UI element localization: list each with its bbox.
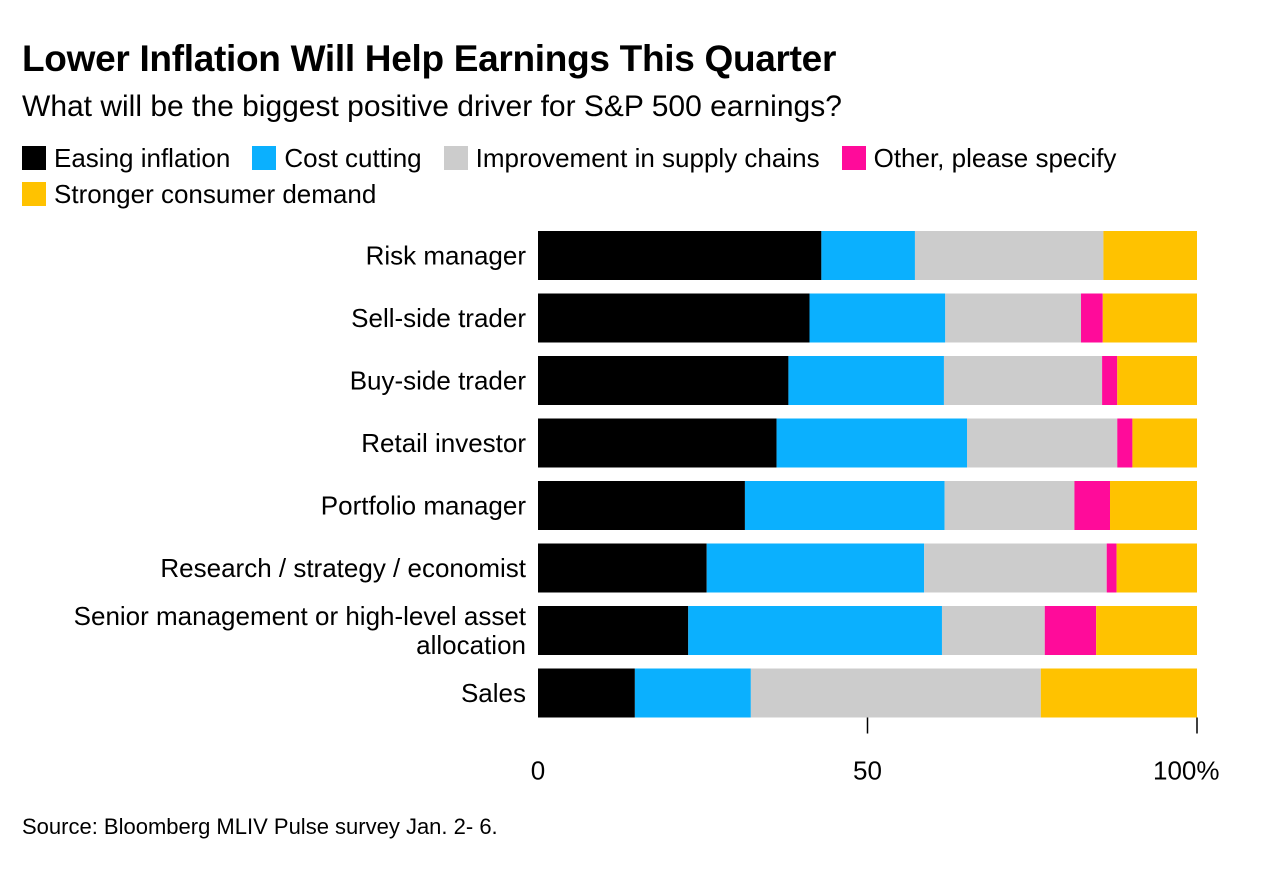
category-label: Risk manager	[366, 241, 527, 271]
bar-segment-cost-cutting-portfolio-manager	[744, 481, 945, 530]
bar-segment-stronger-consumer-demand-portfolio-manager	[1110, 481, 1197, 530]
bar-segment-stronger-consumer-demand-research-strategy-economist	[1116, 543, 1197, 593]
bar-segment-easing-inflation-sales	[538, 668, 635, 718]
legend-label: Stronger consumer demand	[54, 178, 377, 209]
category-label: Research / strategy / economist	[160, 553, 526, 583]
category-label: Buy-side trader	[350, 366, 527, 396]
legend-swatch	[22, 182, 46, 206]
legend-label: Improvement in supply chains	[475, 142, 820, 173]
bar-segment-other-please-specify-retail-investor	[1117, 418, 1133, 468]
category-label: Sell-side trader	[351, 303, 526, 333]
bar-segment-stronger-consumer-demand-buy-side-trader	[1117, 356, 1197, 405]
bar-segment-cost-cutting-senior-management-or-high-level-asset-allocation	[688, 606, 942, 655]
bar-segment-cost-cutting-buy-side-trader	[788, 356, 944, 405]
bar-segment-improvement-in-supply-chains-retail-investor	[967, 418, 1118, 468]
bar-segment-other-please-specify-senior-management-or-high-level-asset-allocation	[1044, 606, 1097, 655]
bar-segment-improvement-in-supply-chains-risk-manager	[914, 231, 1104, 280]
bar-segment-improvement-in-supply-chains-buy-side-trader	[943, 356, 1103, 405]
legend-swatch	[252, 146, 277, 170]
bar-segment-stronger-consumer-demand-retail-investor	[1132, 418, 1197, 468]
category-label: Portfolio manager	[321, 491, 527, 521]
bar-segment-cost-cutting-sell-side-trader	[809, 293, 946, 343]
legend-item-other: Other, please specify	[841, 142, 1117, 173]
bar-segment-cost-cutting-retail-investor	[776, 418, 968, 468]
bar-segment-improvement-in-supply-chains-research-strategy-economist	[924, 543, 1107, 593]
x-tick-label: 0	[531, 756, 545, 786]
legend-swatch	[443, 146, 468, 170]
category-label: Sales	[461, 678, 526, 708]
bar-segment-other-please-specify-sell-side-trader	[1081, 293, 1103, 343]
legend-item-cost-cutting: Cost cutting	[252, 142, 422, 173]
bar-segment-other-please-specify-research-strategy-economist	[1106, 543, 1117, 593]
bar-segment-other-please-specify-buy-side-trader	[1102, 356, 1118, 405]
chart-subtitle: What will be the biggest positive driver…	[22, 90, 842, 123]
bar-segment-improvement-in-supply-chains-sales	[750, 668, 1041, 718]
x-tick-label: 100%	[1153, 756, 1220, 786]
bar-segment-easing-inflation-research-strategy-economist	[538, 543, 707, 593]
x-tick-label: 50	[853, 756, 882, 786]
legend-swatch	[22, 146, 46, 170]
bar-segment-stronger-consumer-demand-senior-management-or-high-level-asset-allocation	[1096, 606, 1197, 655]
bar-segment-easing-inflation-portfolio-manager	[538, 481, 745, 530]
bar-segment-easing-inflation-sell-side-trader	[538, 293, 810, 343]
bar-segment-easing-inflation-senior-management-or-high-level-asset-allocation	[538, 606, 689, 655]
legend-item-easing-inflation: Easing inflation	[22, 142, 231, 173]
bar-segment-easing-inflation-risk-manager	[538, 231, 822, 280]
category-label: allocation	[416, 630, 526, 660]
chart-title: Lower Inflation Will Help Earnings This …	[22, 38, 837, 79]
legend-swatch	[841, 146, 866, 170]
legend-label: Cost cutting	[284, 142, 422, 173]
legend-label: Easing inflation	[54, 142, 231, 173]
bar-segment-improvement-in-supply-chains-sell-side-trader	[945, 293, 1082, 343]
bar-segment-easing-inflation-buy-side-trader	[538, 356, 789, 405]
bar-segment-cost-cutting-research-strategy-economist	[706, 543, 925, 593]
bar-segment-improvement-in-supply-chains-portfolio-manager	[944, 481, 1075, 530]
bar-segment-easing-inflation-retail-investor	[538, 418, 777, 468]
legend: Easing inflation Cost cutting Improvemen…	[22, 142, 1262, 209]
bar-segment-stronger-consumer-demand-risk-manager	[1103, 231, 1197, 280]
bar-segment-other-please-specify-portfolio-manager	[1074, 481, 1111, 530]
bar-segment-stronger-consumer-demand-sell-side-trader	[1102, 293, 1197, 343]
bar-segment-improvement-in-supply-chains-senior-management-or-high-level-asset-allocation	[941, 606, 1045, 655]
legend-item-supply-chains: Improvement in supply chains	[443, 142, 820, 173]
bar-segment-stronger-consumer-demand-sales	[1040, 668, 1197, 718]
category-label: Senior management or high-level asset	[74, 601, 527, 631]
bar-segment-cost-cutting-sales	[634, 668, 751, 718]
legend-label: Other, please specify	[873, 142, 1117, 173]
source-note: Source: Bloomberg MLIV Pulse survey Jan.…	[22, 814, 498, 839]
legend-item-consumer-demand: Stronger consumer demand	[22, 178, 377, 209]
category-label: Retail investor	[361, 428, 526, 458]
bar-segment-cost-cutting-risk-manager	[821, 231, 915, 280]
